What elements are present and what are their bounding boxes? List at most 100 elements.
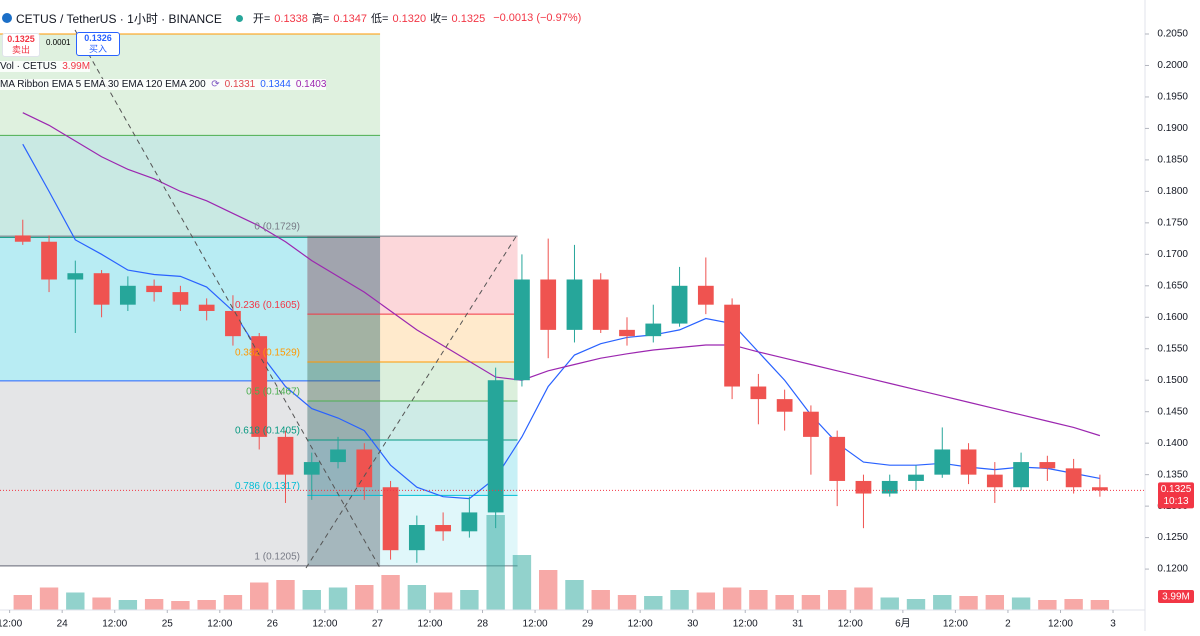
candle-body bbox=[146, 285, 163, 293]
volume-bar bbox=[854, 587, 873, 610]
fib-label: 0.786 (0.1317) bbox=[235, 481, 300, 492]
volume-legend: Vol · CETUS 3.99M bbox=[0, 61, 91, 72]
volume-bar bbox=[906, 599, 926, 610]
y-tick-label: 0.1200 bbox=[1157, 564, 1188, 575]
volume-bar bbox=[1064, 599, 1083, 610]
candle-body bbox=[382, 487, 399, 551]
symbol: CETUS / TetherUS · 1小时 · BINANCE bbox=[16, 11, 222, 26]
ohlc-value: 0.1320 bbox=[392, 13, 427, 25]
countdown: 10:13 bbox=[1163, 496, 1188, 507]
x-tick-label: 2 bbox=[1005, 619, 1011, 630]
x-tick-label: 12:00 bbox=[312, 619, 337, 630]
ohlc-value: 0.1347 bbox=[333, 13, 368, 25]
x-tick-label: 12:00 bbox=[628, 619, 653, 630]
ribbon-label: MA Ribbon EMA 5 EMA 30 EMA 120 EMA 200 bbox=[0, 79, 206, 90]
volume-bar bbox=[959, 596, 978, 610]
x-tick-label: 30 bbox=[687, 619, 699, 630]
candle-body bbox=[750, 386, 767, 400]
candle-body bbox=[356, 449, 373, 488]
volume-bar bbox=[13, 595, 32, 610]
volume-bar bbox=[92, 597, 111, 610]
candle-body bbox=[803, 411, 819, 437]
candle-body bbox=[119, 285, 136, 305]
volume-bar bbox=[381, 575, 400, 610]
ohlc: 开= 0.1338 高= 0.1347 低= 0.1320 收= 0.1325 bbox=[253, 10, 489, 26]
candle-body bbox=[225, 310, 241, 337]
x-tick-label: 3 bbox=[1110, 619, 1116, 630]
candle-body bbox=[1039, 462, 1056, 469]
volume-bar bbox=[539, 570, 558, 610]
y-tick-label: 0.1750 bbox=[1157, 217, 1188, 228]
ribbon-value: 0.1344 bbox=[260, 79, 291, 90]
candle-body bbox=[514, 279, 530, 381]
volume-bar bbox=[985, 595, 1005, 610]
spread: 0.0001 bbox=[46, 38, 71, 47]
candle-body bbox=[330, 449, 346, 463]
fib-label: 0 (0.1729) bbox=[254, 222, 300, 233]
y-tick-label: 0.1350 bbox=[1157, 469, 1188, 480]
fib-fill bbox=[307, 440, 518, 496]
buy-price: 0.1326 bbox=[84, 33, 112, 43]
volume-bar bbox=[355, 585, 374, 610]
volume-bar bbox=[722, 587, 742, 610]
price-axis bbox=[1145, 0, 1200, 631]
volume-bar bbox=[66, 592, 85, 610]
buy-label: 买入 bbox=[88, 44, 107, 54]
volume-bar bbox=[801, 595, 821, 610]
volume-bar bbox=[565, 580, 584, 610]
volume-bar bbox=[933, 595, 952, 610]
x-tick-label: 12:00 bbox=[523, 619, 548, 630]
candle-body bbox=[645, 323, 662, 337]
ohlc-name: 高= bbox=[311, 13, 330, 25]
x-tick-label: 12:00 bbox=[733, 619, 758, 630]
y-tick-label: 0.1700 bbox=[1157, 249, 1188, 260]
volume-bar bbox=[644, 596, 663, 610]
sell-button[interactable]: 0.1325 卖出 bbox=[2, 33, 40, 57]
price-tag bbox=[1158, 482, 1194, 509]
volume-bar bbox=[118, 600, 138, 610]
volume-bar bbox=[144, 599, 164, 610]
ohlc-name: 开= bbox=[252, 13, 271, 25]
ema-line bbox=[22, 143, 1101, 500]
sell-price: 0.1325 bbox=[7, 34, 35, 44]
y-tick-label: 0.1250 bbox=[1157, 532, 1188, 543]
x-tick-label: 25 bbox=[162, 619, 174, 630]
y-tick-label: 0.1850 bbox=[1157, 155, 1188, 166]
x-tick-label: 26 bbox=[267, 619, 279, 630]
volume-bar bbox=[486, 515, 505, 610]
candle-body bbox=[303, 462, 320, 475]
header: CETUS / TetherUS · 1小时 · BINANCE 开= 0.133… bbox=[0, 8, 592, 28]
fib-fill bbox=[307, 361, 518, 402]
candle-body bbox=[198, 304, 215, 311]
x-tick-label: 28 bbox=[477, 619, 489, 630]
time-axis bbox=[0, 610, 1145, 631]
trend-line bbox=[305, 234, 518, 569]
ribbon-value: 0.1403 bbox=[295, 79, 327, 90]
volume-bar bbox=[197, 600, 216, 610]
x-tick-label: 6月 bbox=[895, 618, 911, 630]
volume-bar bbox=[696, 592, 716, 610]
y-tick-label: 0.1500 bbox=[1157, 375, 1188, 386]
y-tick-label: 0.1600 bbox=[1157, 312, 1188, 323]
ohlc-value: 0.1325 bbox=[451, 13, 486, 25]
volume-bar bbox=[302, 590, 321, 610]
volume-bar bbox=[460, 590, 479, 610]
y-tick-label: 0.1550 bbox=[1157, 343, 1188, 354]
candle-body bbox=[1065, 468, 1082, 488]
volume-bar bbox=[276, 580, 295, 610]
volume-bar bbox=[1090, 600, 1110, 610]
volume-bar bbox=[670, 590, 689, 610]
y-tick-label: 0.1650 bbox=[1157, 280, 1188, 291]
candle-body bbox=[829, 436, 846, 481]
trend-line bbox=[74, 29, 381, 569]
volume-value: 3.99M bbox=[62, 61, 91, 72]
volume-bar bbox=[617, 595, 637, 610]
x-tick-label: 24 bbox=[57, 619, 69, 630]
y-tick-label: 0.1400 bbox=[1157, 438, 1188, 449]
candle-body bbox=[566, 279, 583, 330]
candle-body bbox=[881, 480, 898, 494]
buy-button[interactable]: 0.1326 买入 bbox=[76, 32, 120, 56]
x-tick-label: 12:00 bbox=[1048, 619, 1073, 630]
